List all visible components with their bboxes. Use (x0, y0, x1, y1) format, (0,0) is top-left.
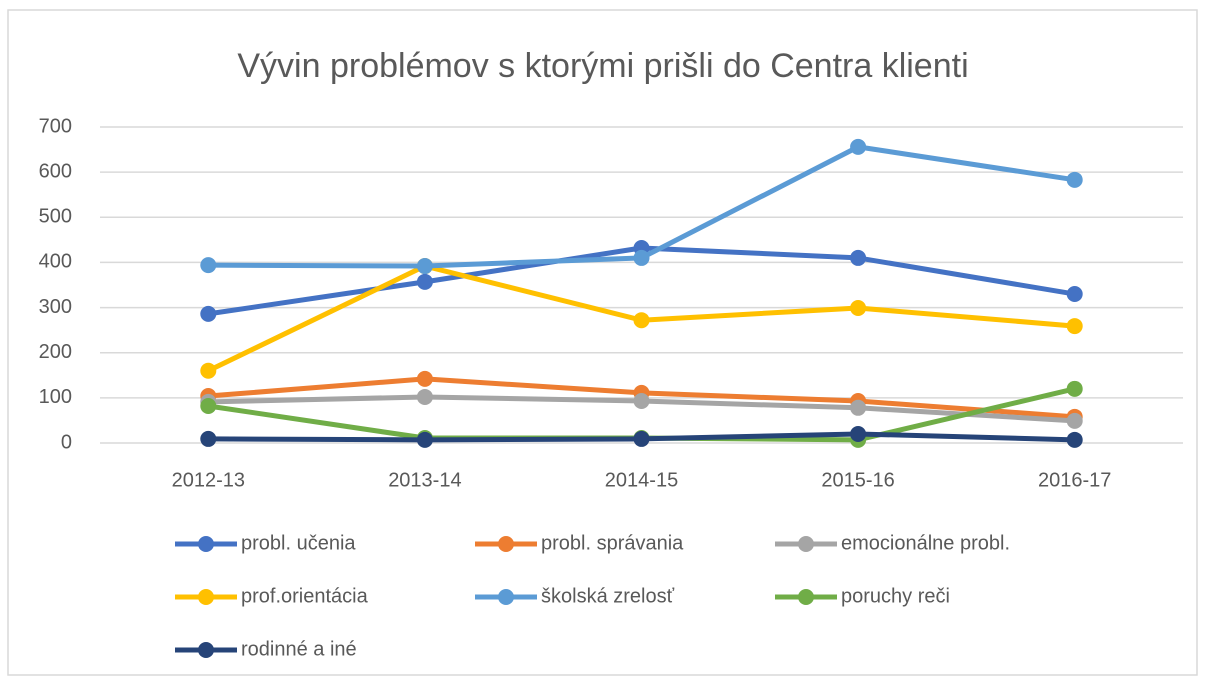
data-point (200, 397, 217, 414)
legend-label: školská zrelosť (541, 585, 675, 607)
y-tick-label: 0 (61, 431, 72, 453)
data-point (416, 370, 433, 387)
data-point (1066, 412, 1083, 429)
data-point (1066, 431, 1083, 448)
data-point (633, 393, 650, 410)
data-point (200, 362, 217, 379)
y-tick-label: 600 (39, 160, 72, 182)
data-point (1066, 380, 1083, 397)
data-point (633, 430, 650, 447)
data-point (1066, 318, 1083, 335)
legend-marker (198, 642, 214, 658)
data-point (633, 249, 650, 266)
legend-label: poruchy reči (841, 585, 950, 607)
legend-marker (798, 536, 814, 552)
data-point (633, 312, 650, 329)
legend-label: emocionálne probl. (841, 532, 1010, 554)
legend-marker (498, 589, 514, 605)
x-tick-label: 2013-14 (388, 469, 461, 491)
x-tick-label: 2012-13 (172, 469, 245, 491)
data-point (1066, 171, 1083, 188)
data-point (850, 399, 867, 416)
data-point (850, 138, 867, 155)
data-point (200, 430, 217, 447)
legend-marker (198, 589, 214, 605)
data-point (416, 431, 433, 448)
chart-title: Vývin problémov s ktorými prišli do Cent… (237, 47, 968, 85)
y-tick-label: 300 (39, 296, 72, 318)
data-point (200, 305, 217, 322)
data-point (850, 425, 867, 442)
legend-marker (498, 536, 514, 552)
legend-label: probl. správania (541, 532, 684, 554)
y-tick-label: 500 (39, 206, 72, 228)
x-tick-label: 2014-15 (605, 469, 678, 491)
data-point (200, 257, 217, 274)
legend-marker (798, 589, 814, 605)
data-point (416, 388, 433, 405)
y-tick-label: 700 (39, 115, 72, 137)
chart-border (7, 9, 1198, 676)
legend-label: probl. učenia (241, 532, 356, 554)
y-tick-label: 100 (39, 386, 72, 408)
y-tick-label: 200 (39, 341, 72, 363)
y-tick-label: 400 (39, 251, 72, 273)
x-tick-label: 2015-16 (821, 469, 894, 491)
x-tick-label: 2016-17 (1038, 469, 1111, 491)
data-point (850, 300, 867, 317)
legend-marker (198, 536, 214, 552)
data-point (1066, 286, 1083, 303)
legend-label: rodinné a iné (241, 638, 357, 660)
data-point (416, 258, 433, 275)
legend-label: prof.orientácia (241, 585, 369, 607)
data-point (416, 273, 433, 290)
data-point (850, 249, 867, 266)
